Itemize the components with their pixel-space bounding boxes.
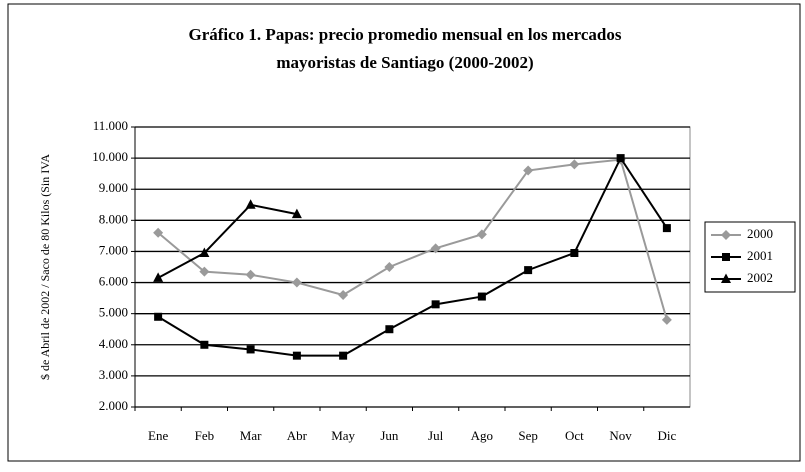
data-point bbox=[523, 165, 534, 176]
plot-area bbox=[134, 126, 691, 408]
x-tick-label: May bbox=[331, 428, 355, 443]
data-point bbox=[384, 262, 395, 272]
data-point bbox=[430, 243, 441, 254]
x-tick-label: Sep bbox=[518, 428, 538, 443]
legend-label: 2002 bbox=[747, 270, 773, 285]
data-point bbox=[291, 208, 302, 219]
data-point bbox=[292, 351, 301, 360]
data-point bbox=[661, 314, 672, 325]
legend-marker bbox=[722, 253, 730, 261]
y-tick-label: 6.000 bbox=[99, 274, 128, 289]
x-tick-label: Nov bbox=[609, 428, 632, 443]
y-tick-label: 11.000 bbox=[93, 118, 128, 133]
data-point bbox=[339, 351, 348, 360]
legend-label: 2001 bbox=[747, 248, 773, 263]
y-tick-label: 2.000 bbox=[99, 398, 128, 413]
data-point bbox=[616, 154, 625, 163]
x-tick-label: Jul bbox=[428, 428, 444, 443]
y-tick-label: 3.000 bbox=[99, 367, 128, 382]
chart-title: mayoristas de Santiago (2000-2002) bbox=[276, 53, 533, 72]
data-point bbox=[477, 292, 486, 301]
data-point bbox=[431, 300, 440, 309]
data-point bbox=[570, 249, 579, 257]
data-point bbox=[245, 269, 256, 280]
x-tick-label: Ene bbox=[148, 428, 168, 443]
data-point bbox=[569, 159, 580, 170]
data-point bbox=[200, 340, 209, 349]
y-tick-label: 9.000 bbox=[99, 180, 128, 195]
x-tick-label: Dic bbox=[657, 428, 676, 443]
y-tick-label: 4.000 bbox=[99, 336, 128, 351]
data-point bbox=[246, 345, 255, 354]
data-point bbox=[154, 312, 163, 321]
chart-title: Gráfico 1. Papas: precio promedio mensua… bbox=[188, 25, 621, 44]
x-tick-label: Jun bbox=[380, 428, 399, 443]
data-point bbox=[385, 325, 394, 334]
x-tick-label: Feb bbox=[195, 428, 215, 443]
data-point bbox=[291, 277, 302, 288]
data-point bbox=[199, 266, 210, 277]
legend-marker bbox=[721, 230, 731, 240]
x-tick-label: Abr bbox=[287, 428, 308, 443]
x-tick-label: Mar bbox=[240, 428, 262, 443]
legend-marker bbox=[721, 273, 731, 283]
data-point bbox=[338, 290, 349, 300]
data-point bbox=[662, 224, 671, 233]
x-tick-label: Oct bbox=[565, 428, 584, 443]
data-point bbox=[153, 227, 164, 238]
data-point bbox=[524, 266, 533, 275]
data-point bbox=[153, 272, 164, 282]
y-tick-label: 7.000 bbox=[99, 242, 128, 257]
y-tick-label: 10.000 bbox=[92, 149, 128, 164]
x-tick-label: Ago bbox=[471, 428, 493, 443]
series-line bbox=[157, 203, 298, 279]
y-tick-label: 5.000 bbox=[99, 305, 128, 320]
series-line bbox=[157, 158, 668, 321]
data-point bbox=[245, 199, 256, 209]
data-point bbox=[476, 229, 487, 240]
legend-label: 2000 bbox=[747, 226, 773, 241]
series-line bbox=[157, 156, 668, 357]
data-point bbox=[199, 247, 210, 257]
y-axis-label: $ de Abril de 2002 / Saco de 80 Kilos (S… bbox=[38, 154, 52, 380]
y-tick-label: 8.000 bbox=[99, 211, 128, 226]
